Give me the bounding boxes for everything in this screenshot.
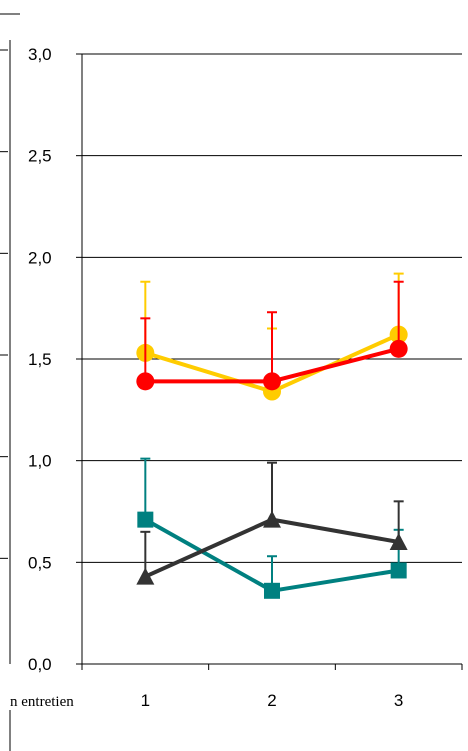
- x-tick-label: 2: [267, 691, 276, 710]
- x-tick-label: 1: [141, 691, 150, 710]
- data-point: [263, 510, 281, 528]
- y-tick-label: 3,0: [28, 45, 52, 64]
- series-2: [136, 280, 408, 391]
- x-axis-partial-label: n entretien: [10, 694, 74, 710]
- x-axis-tick-labels: 1 2 3: [141, 691, 404, 710]
- y-tick-label: 1,5: [28, 350, 52, 369]
- series-group: [136, 272, 408, 599]
- data-point: [389, 339, 408, 358]
- axes: [76, 53, 463, 670]
- y-tick-label: 2,5: [28, 147, 52, 166]
- data-point: [264, 582, 280, 599]
- y-tick-label: 2,0: [28, 248, 52, 267]
- data-point: [389, 533, 408, 550]
- series-3: [137, 457, 407, 599]
- y-tick-label: 1,0: [28, 452, 52, 471]
- data-point: [137, 511, 154, 528]
- x-tick-label: 3: [394, 691, 403, 710]
- data-point: [136, 372, 155, 391]
- y-tick-label: 0,5: [28, 553, 52, 572]
- data-point: [263, 372, 281, 391]
- y-tick-label: 0,0: [28, 655, 52, 674]
- data-point: [390, 562, 407, 579]
- y-axis-tick-labels: 0,0 0,5 1,0 1,5 2,0 2,5 3,0: [28, 45, 52, 674]
- data-point: [136, 567, 155, 585]
- left-panel-fragments: [0, 13, 20, 751]
- series-4: [136, 461, 408, 585]
